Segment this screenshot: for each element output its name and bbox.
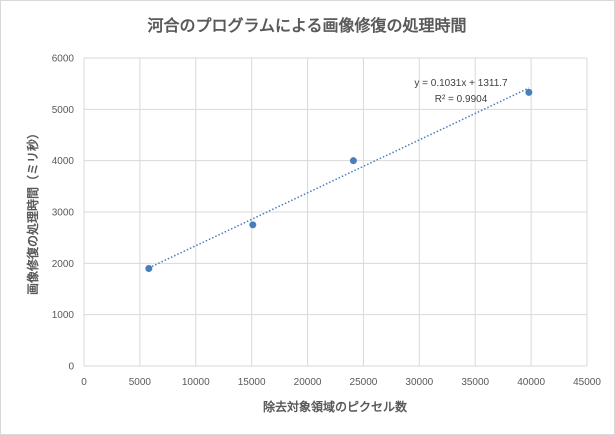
y-tick-label: 5000 <box>52 105 75 116</box>
y-tick-label: 0 <box>68 362 74 373</box>
x-tick-label: 35000 <box>461 377 489 388</box>
x-tick-label: 10000 <box>182 377 210 388</box>
x-axis-title: 除去対象領域のピクセル数 <box>263 399 408 414</box>
y-tick-label: 3000 <box>52 208 75 219</box>
x-tick-label: 20000 <box>294 377 322 388</box>
trendline <box>148 87 530 269</box>
data-series <box>145 88 533 272</box>
data-point[interactable] <box>249 221 257 229</box>
y-tick-label: 6000 <box>52 54 75 65</box>
data-point[interactable] <box>145 264 153 272</box>
x-tick-label: 40000 <box>517 377 545 388</box>
x-axis-tick-labels: 0 5000 10000 15000 20000 25000 30000 35000 40000… <box>81 377 601 388</box>
x-tick-label: 5000 <box>129 377 152 388</box>
y-axis-tick-labels: 0 1000 2000 3000 4000 5000 6000 <box>52 54 75 373</box>
y-tick-label: 2000 <box>52 259 75 270</box>
x-tick-label: 45000 <box>573 377 601 388</box>
x-tick-label: 0 <box>81 377 87 388</box>
x-tick-label: 15000 <box>238 377 266 388</box>
x-tick-label: 30000 <box>405 377 433 388</box>
trendline-r-squared: R² = 0.9904 <box>435 94 488 105</box>
trendline-equation: y = 0.1031x + 1311.7 <box>414 78 508 89</box>
y-axis-title: 画像修復の処理時間（ミリ秒） <box>25 127 40 295</box>
y-tick-label: 1000 <box>52 310 75 321</box>
chart-title: 河合のプログラムによる画像修復の処理時間 <box>147 16 466 35</box>
data-point[interactable] <box>349 157 357 165</box>
data-point[interactable] <box>525 88 533 96</box>
x-tick-label: 25000 <box>350 377 378 388</box>
gridlines <box>83 57 588 367</box>
y-tick-label: 4000 <box>52 156 75 167</box>
